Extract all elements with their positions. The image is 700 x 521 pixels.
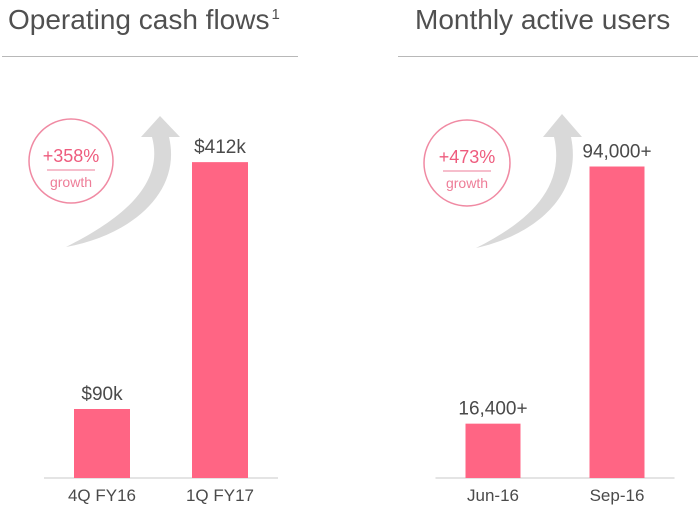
title-divider (2, 56, 298, 57)
chart-title: Monthly active users (415, 4, 670, 36)
x-tick-label: Sep-16 (590, 486, 645, 505)
operating-cash-flows-chart: Operating cash flows 1 +358% growth $90k 4… (0, 0, 330, 521)
data-label: $412k (194, 137, 246, 158)
growth-badge: +473% growth (423, 114, 582, 248)
curved-up-arrow-icon (476, 114, 582, 248)
badge-label: growth (446, 175, 488, 191)
data-label: 94,000+ (582, 142, 651, 163)
bar-marks: 16,400+ Jun-16 94,000+ Sep-16 (435, 142, 675, 505)
bar-jun-16 (465, 423, 521, 478)
badge-value: +473% (439, 147, 496, 167)
bar-sep-16 (589, 166, 645, 478)
footnote-marker: 1 (271, 6, 280, 23)
chart-title: Operating cash flows 1 (8, 4, 280, 36)
monthly-active-users-chart: Monthly active users +473% growth 16,400… (388, 0, 700, 521)
chart-title-text: Monthly active users (415, 4, 671, 35)
data-label: $90k (81, 384, 123, 405)
x-tick-label: 4Q FY16 (68, 486, 136, 505)
x-tick-label: Jun-16 (467, 486, 519, 505)
curved-up-arrow-icon (66, 116, 180, 247)
bar-1q-fy17 (192, 162, 248, 478)
badge-circle (28, 118, 114, 204)
badge-label: growth (50, 174, 92, 190)
x-tick-label: 1Q FY17 (186, 486, 254, 505)
data-label: 16,400+ (458, 399, 527, 420)
badge-value: +358% (43, 146, 100, 166)
chart-plot: +358% growth $90k 4Q FY16 $412k 1Q FY17 (28, 116, 278, 505)
bar-marks: $90k 4Q FY16 $412k 1Q FY17 (44, 137, 278, 505)
chart-title-text: Operating cash flows (8, 4, 270, 35)
badge-circle (423, 119, 511, 207)
chart-plot: +473% growth 16,400+ Jun-16 94,000+ Sep-16 (423, 114, 675, 505)
title-divider (398, 56, 698, 57)
growth-badge: +358% growth (28, 116, 180, 247)
bar-4q-fy16 (74, 409, 130, 478)
